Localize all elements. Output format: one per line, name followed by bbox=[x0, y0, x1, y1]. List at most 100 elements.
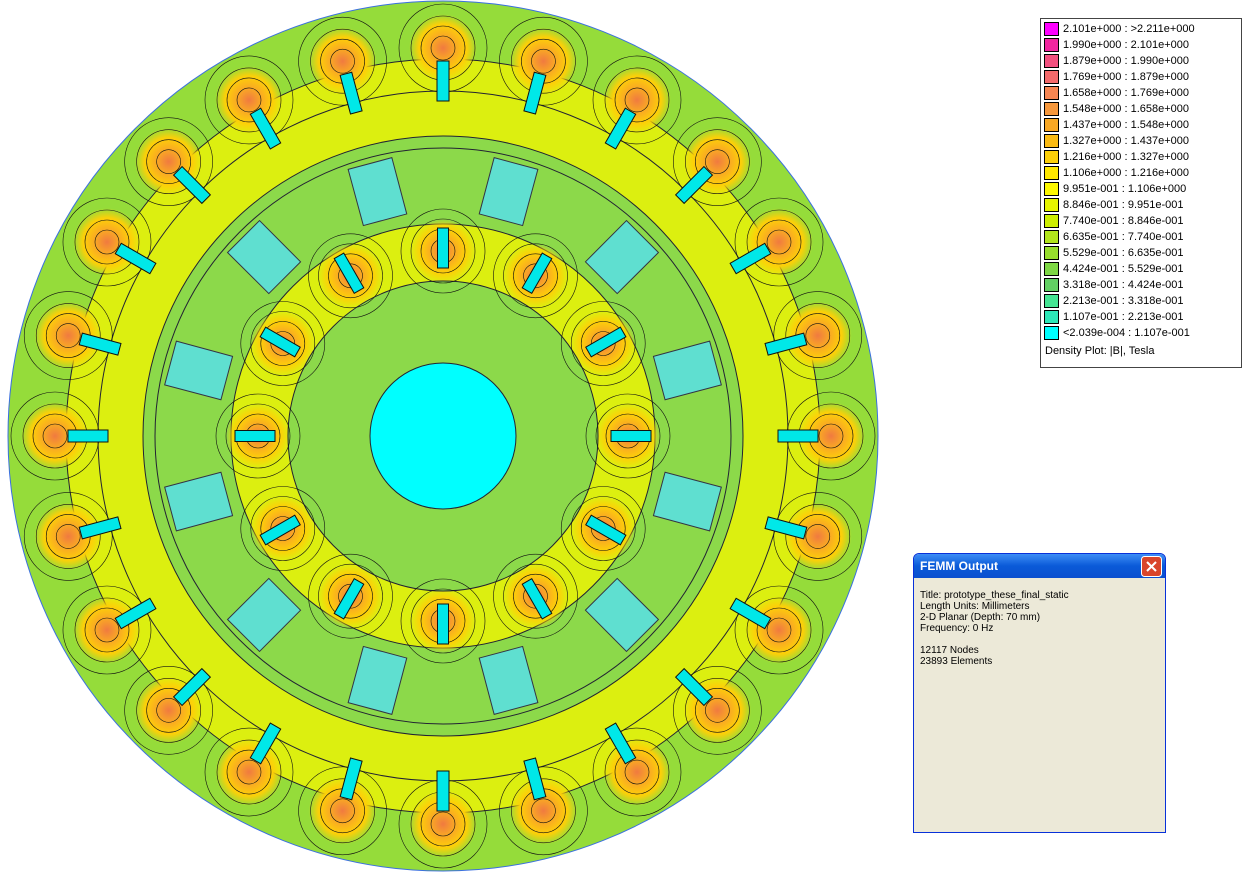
slot bbox=[339, 757, 363, 801]
contour bbox=[560, 486, 646, 571]
slot bbox=[523, 757, 547, 801]
contour bbox=[250, 311, 316, 376]
contour bbox=[260, 321, 306, 366]
contour bbox=[240, 486, 326, 571]
contour bbox=[430, 811, 456, 837]
hotspot bbox=[308, 27, 377, 96]
contour bbox=[250, 496, 316, 561]
legend-swatch bbox=[1044, 118, 1059, 132]
contour bbox=[146, 688, 191, 733]
legend-swatch bbox=[1044, 230, 1059, 244]
contour bbox=[400, 208, 486, 294]
flux-density-plot bbox=[7, 0, 879, 872]
slot bbox=[234, 430, 276, 442]
contour bbox=[531, 48, 556, 74]
contour bbox=[705, 149, 730, 174]
contour bbox=[624, 759, 650, 785]
contour bbox=[805, 524, 831, 549]
hotspot bbox=[34, 502, 103, 571]
legend-label: 2.213e-001 : 3.318e-001 bbox=[1063, 295, 1184, 307]
contour bbox=[124, 666, 213, 755]
contour bbox=[570, 496, 636, 561]
contour bbox=[493, 233, 578, 319]
magnet bbox=[478, 157, 539, 227]
legend-label: 1.990e+000 : 2.101e+000 bbox=[1063, 39, 1190, 51]
legend-swatch bbox=[1044, 246, 1059, 260]
legend-label: 2.101e+000 : >2.211e+000 bbox=[1063, 23, 1195, 35]
legend-swatch bbox=[1044, 326, 1059, 340]
contour bbox=[614, 77, 660, 123]
contour bbox=[330, 798, 355, 824]
contour bbox=[94, 617, 120, 643]
legend-swatch bbox=[1044, 278, 1059, 292]
slot bbox=[436, 60, 450, 102]
contour bbox=[42, 423, 68, 449]
legend-swatch bbox=[1044, 198, 1059, 212]
contour bbox=[585, 393, 671, 479]
contour bbox=[695, 688, 740, 733]
hotspot bbox=[72, 596, 141, 664]
contour bbox=[216, 67, 282, 133]
legend-label: 1.107e-001 : 2.213e-001 bbox=[1063, 311, 1184, 323]
slot bbox=[78, 516, 122, 540]
info-line: Frequency: 0 Hz bbox=[920, 623, 994, 634]
slot bbox=[259, 326, 301, 358]
contour bbox=[225, 403, 291, 469]
info-line: 2-D Planar (Depth: 70 mm) bbox=[920, 612, 1041, 623]
contour bbox=[400, 578, 486, 664]
output-text: Title: prototype_these_final_static Lengt… bbox=[920, 590, 1069, 667]
magnet bbox=[347, 157, 408, 227]
contour bbox=[513, 253, 558, 299]
magnet bbox=[226, 219, 302, 295]
contour bbox=[705, 698, 730, 723]
contour bbox=[298, 16, 387, 106]
info-line: 23893 Elements bbox=[920, 656, 993, 667]
slot bbox=[521, 252, 553, 294]
contour bbox=[35, 504, 101, 569]
contour bbox=[513, 573, 558, 619]
contour bbox=[62, 197, 152, 287]
slot bbox=[67, 429, 109, 443]
magnet bbox=[347, 645, 408, 715]
contour bbox=[35, 303, 101, 368]
contour bbox=[310, 28, 375, 94]
magnet bbox=[652, 471, 722, 532]
contour bbox=[84, 219, 130, 265]
contour bbox=[624, 87, 650, 113]
slot bbox=[437, 227, 449, 269]
hotspot bbox=[745, 208, 814, 276]
contour bbox=[734, 197, 824, 287]
hotspot bbox=[783, 502, 852, 571]
magnet bbox=[652, 340, 722, 401]
magnet bbox=[478, 645, 539, 715]
magnet bbox=[164, 471, 234, 532]
contour bbox=[136, 678, 201, 743]
contour bbox=[503, 243, 568, 309]
contour bbox=[62, 585, 152, 675]
slot bbox=[249, 722, 282, 765]
legend-label: 1.106e+000 : 1.216e+000 bbox=[1063, 167, 1190, 179]
contour bbox=[511, 778, 576, 844]
contour bbox=[146, 139, 191, 184]
legend-label: 6.635e-001 : 7.740e-001 bbox=[1063, 231, 1184, 243]
legend-label: 5.529e-001 : 6.635e-001 bbox=[1063, 247, 1184, 259]
legend-label: 1.437e+000 : 1.548e+000 bbox=[1063, 119, 1190, 131]
contour bbox=[746, 209, 812, 275]
info-line: 12117 Nodes bbox=[920, 645, 979, 656]
contour bbox=[328, 573, 373, 619]
close-button[interactable] bbox=[1141, 556, 1162, 577]
contour bbox=[318, 243, 383, 309]
slot bbox=[78, 332, 122, 356]
hotspot bbox=[21, 402, 89, 470]
contour bbox=[204, 55, 294, 145]
legend-swatch bbox=[1044, 262, 1059, 276]
contour bbox=[756, 219, 802, 265]
contour bbox=[499, 766, 588, 856]
legend-swatch bbox=[1044, 70, 1059, 84]
magnet bbox=[584, 577, 660, 653]
contour bbox=[604, 67, 670, 133]
slot bbox=[436, 770, 450, 812]
contour bbox=[236, 87, 262, 113]
legend-swatch bbox=[1044, 214, 1059, 228]
legend: Density Plot: |B|, Tesla 2.101e+000 : >2… bbox=[1040, 18, 1242, 368]
